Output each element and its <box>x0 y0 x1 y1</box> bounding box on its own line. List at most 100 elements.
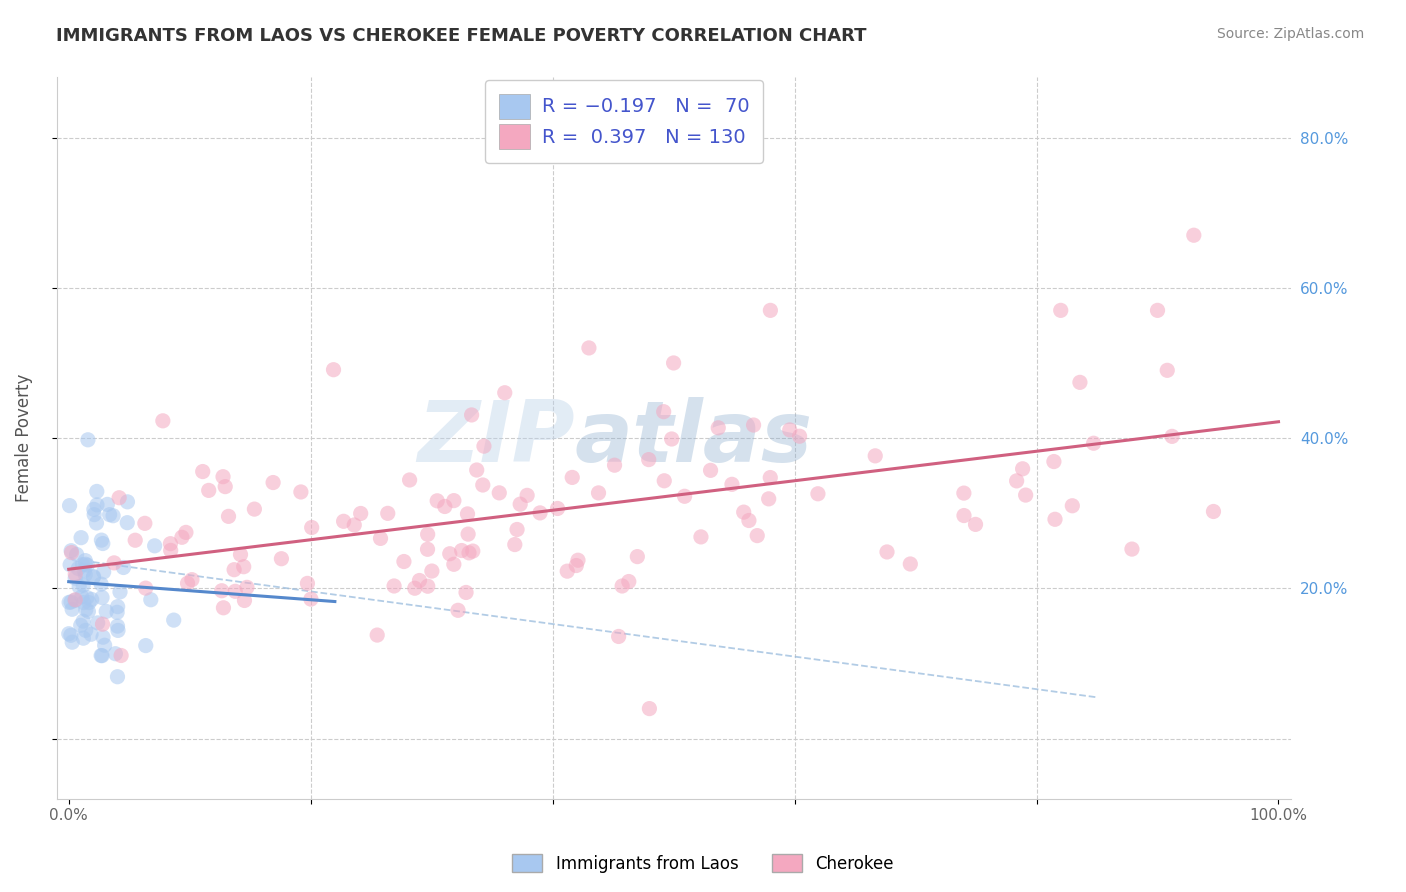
Point <box>1083 436 1105 450</box>
Point <box>301 520 323 534</box>
Point <box>75 567 97 582</box>
Point <box>350 507 373 521</box>
Point <box>377 507 399 521</box>
Point <box>1161 429 1184 443</box>
Point <box>458 546 481 560</box>
Text: ZIP: ZIP <box>418 397 575 480</box>
Point <box>408 574 430 588</box>
Point <box>96 497 118 511</box>
Point <box>60 635 83 649</box>
Point <box>747 528 769 542</box>
Point <box>170 530 193 544</box>
Point <box>107 624 129 638</box>
Point <box>90 648 112 663</box>
Point <box>1069 376 1091 390</box>
Point <box>398 473 420 487</box>
Point <box>90 533 112 548</box>
Point <box>91 591 114 605</box>
Point <box>66 548 89 562</box>
Point <box>212 469 235 483</box>
Point <box>65 592 87 607</box>
Legend: Immigrants from Laos, Cherokee: Immigrants from Laos, Cherokee <box>506 847 900 880</box>
Point <box>77 604 100 618</box>
Point <box>610 579 633 593</box>
Point <box>76 558 98 573</box>
Point <box>555 564 578 578</box>
Point <box>465 463 488 477</box>
Point <box>270 551 292 566</box>
Point <box>58 499 80 513</box>
Point <box>152 414 174 428</box>
Point <box>72 578 94 592</box>
Point <box>124 533 146 548</box>
Point <box>86 516 108 530</box>
Point <box>211 583 233 598</box>
Point <box>60 545 83 559</box>
Point <box>232 559 254 574</box>
Point <box>454 585 477 599</box>
Point <box>516 488 538 502</box>
Point <box>759 303 782 318</box>
Point <box>83 569 105 583</box>
Point <box>76 591 98 605</box>
Point <box>72 631 94 645</box>
Point <box>163 613 186 627</box>
Point <box>661 432 683 446</box>
Point <box>626 549 648 564</box>
Point <box>72 614 94 628</box>
Point <box>1043 454 1066 468</box>
Point <box>107 670 129 684</box>
Point <box>652 474 675 488</box>
Point <box>733 505 755 519</box>
Point <box>673 489 696 503</box>
Point <box>110 648 132 663</box>
Point <box>135 581 157 595</box>
Point <box>450 543 472 558</box>
Point <box>159 537 181 551</box>
Point <box>547 501 569 516</box>
Point <box>96 604 118 618</box>
Point <box>108 585 131 599</box>
Point <box>86 484 108 499</box>
Point <box>86 615 108 630</box>
Point <box>457 527 479 541</box>
Point <box>426 493 449 508</box>
Point <box>617 574 640 589</box>
Legend: R = −0.197   N =  70, R =  0.397   N = 130: R = −0.197 N = 70, R = 0.397 N = 130 <box>485 80 763 163</box>
Point <box>1011 462 1033 476</box>
Point <box>758 491 780 506</box>
Point <box>134 516 156 531</box>
Point <box>72 558 94 572</box>
Point <box>135 639 157 653</box>
Point <box>72 596 94 610</box>
Point <box>721 477 744 491</box>
Point <box>567 553 589 567</box>
Point <box>789 429 811 443</box>
Point <box>529 506 551 520</box>
Point <box>332 514 354 528</box>
Point <box>69 618 91 632</box>
Point <box>565 558 588 573</box>
Point <box>73 564 96 578</box>
Point <box>471 478 494 492</box>
Point <box>105 605 128 619</box>
Point <box>953 508 976 523</box>
Point <box>290 485 312 500</box>
Point <box>433 500 456 514</box>
Point <box>91 648 114 663</box>
Point <box>494 385 516 400</box>
Point <box>117 495 139 509</box>
Point <box>262 475 284 490</box>
Point <box>607 630 630 644</box>
Point <box>420 564 443 578</box>
Point <box>75 602 97 616</box>
Point <box>108 491 131 505</box>
Point <box>90 577 112 591</box>
Point <box>214 480 236 494</box>
Point <box>77 433 100 447</box>
Point <box>1005 474 1028 488</box>
Point <box>638 701 661 715</box>
Point <box>447 603 470 617</box>
Point <box>690 530 713 544</box>
Point <box>738 514 761 528</box>
